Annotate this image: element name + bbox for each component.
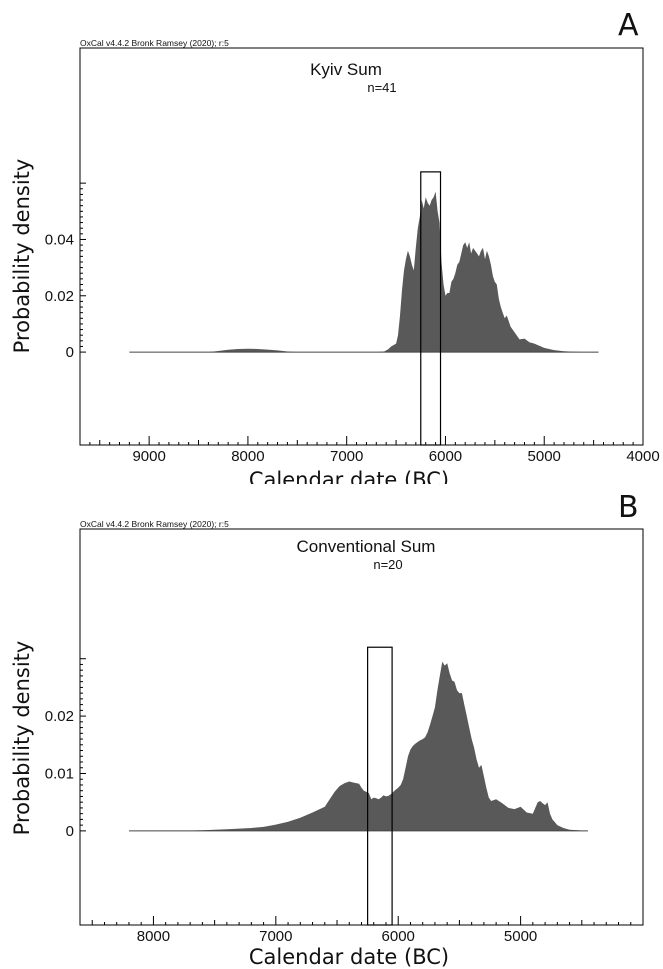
- x-tick-label: 8000: [137, 928, 170, 945]
- x-tick-label: 4000: [626, 448, 659, 465]
- x-tick-label: 9000: [132, 448, 165, 465]
- y-axis: 0 0.02 0.04: [45, 182, 86, 361]
- x-axis: 8000 7000 6000 5000: [79, 916, 644, 945]
- x-tick-label: 5000: [504, 928, 537, 945]
- x-axis-label: Calendar date (BC): [249, 945, 449, 969]
- y-tick-label: 0: [66, 823, 74, 840]
- oxcal-credit: OxCal v4.4.2 Bronk Ramsey (2020); r:5: [80, 519, 229, 529]
- density-area-group: [128, 661, 588, 832]
- chart-svg-a: A OxCal v4.4.2 Bronk Ramsey (2020); r:5 …: [10, 8, 660, 484]
- plot-frame: [79, 528, 644, 926]
- x-tick-label: 6000: [429, 448, 462, 465]
- highlight-box: [367, 646, 393, 926]
- y-tick-label: 0.02: [45, 708, 74, 725]
- y-tick-label: 0.04: [45, 231, 74, 248]
- highlight-box-group: [367, 646, 393, 926]
- oxcal-credit: OxCal v4.4.2 Bronk Ramsey (2020); r:5: [80, 38, 229, 48]
- panel-letter: A: [618, 8, 639, 43]
- y-tick-label: 0: [66, 344, 74, 361]
- x-tick-label: 7000: [259, 928, 292, 945]
- density-area-0: [129, 191, 599, 353]
- y-tick-label: 0.02: [45, 288, 74, 305]
- plot-subtitle: n=41: [367, 80, 396, 95]
- x-axis-label: Calendar date (BC): [249, 468, 449, 484]
- highlight-box: [420, 171, 442, 446]
- density-area-group: [129, 191, 599, 353]
- plot-subtitle: n=20: [373, 557, 402, 572]
- panel-letter: B: [618, 490, 639, 525]
- y-axis-label: Probability density: [10, 641, 34, 836]
- chart-panel-b: B OxCal v4.4.2 Bronk Ramsey (2020); r:5 …: [0, 485, 663, 969]
- x-tick-label: 6000: [382, 928, 415, 945]
- plot-frame: [79, 47, 644, 446]
- plot-title: Kyiv Sum: [310, 60, 382, 79]
- y-tick-label: 0.01: [45, 765, 74, 782]
- x-axis: 9000 8000 7000 6000 5000 4000: [79, 436, 660, 465]
- highlight-box-group: [420, 171, 442, 446]
- x-tick-label: 8000: [231, 448, 264, 465]
- y-axis: 0 0.01 0.02: [45, 658, 86, 840]
- y-axis-label: Probability density: [10, 159, 34, 354]
- plot-title: Conventional Sum: [297, 537, 436, 556]
- x-tick-label: 5000: [528, 448, 561, 465]
- x-tick-label: 7000: [330, 448, 363, 465]
- chart-panel-a: A OxCal v4.4.2 Bronk Ramsey (2020); r:5 …: [0, 0, 663, 484]
- density-area-0: [129, 661, 588, 831]
- chart-svg-b: B OxCal v4.4.2 Bronk Ramsey (2020); r:5 …: [10, 490, 644, 969]
